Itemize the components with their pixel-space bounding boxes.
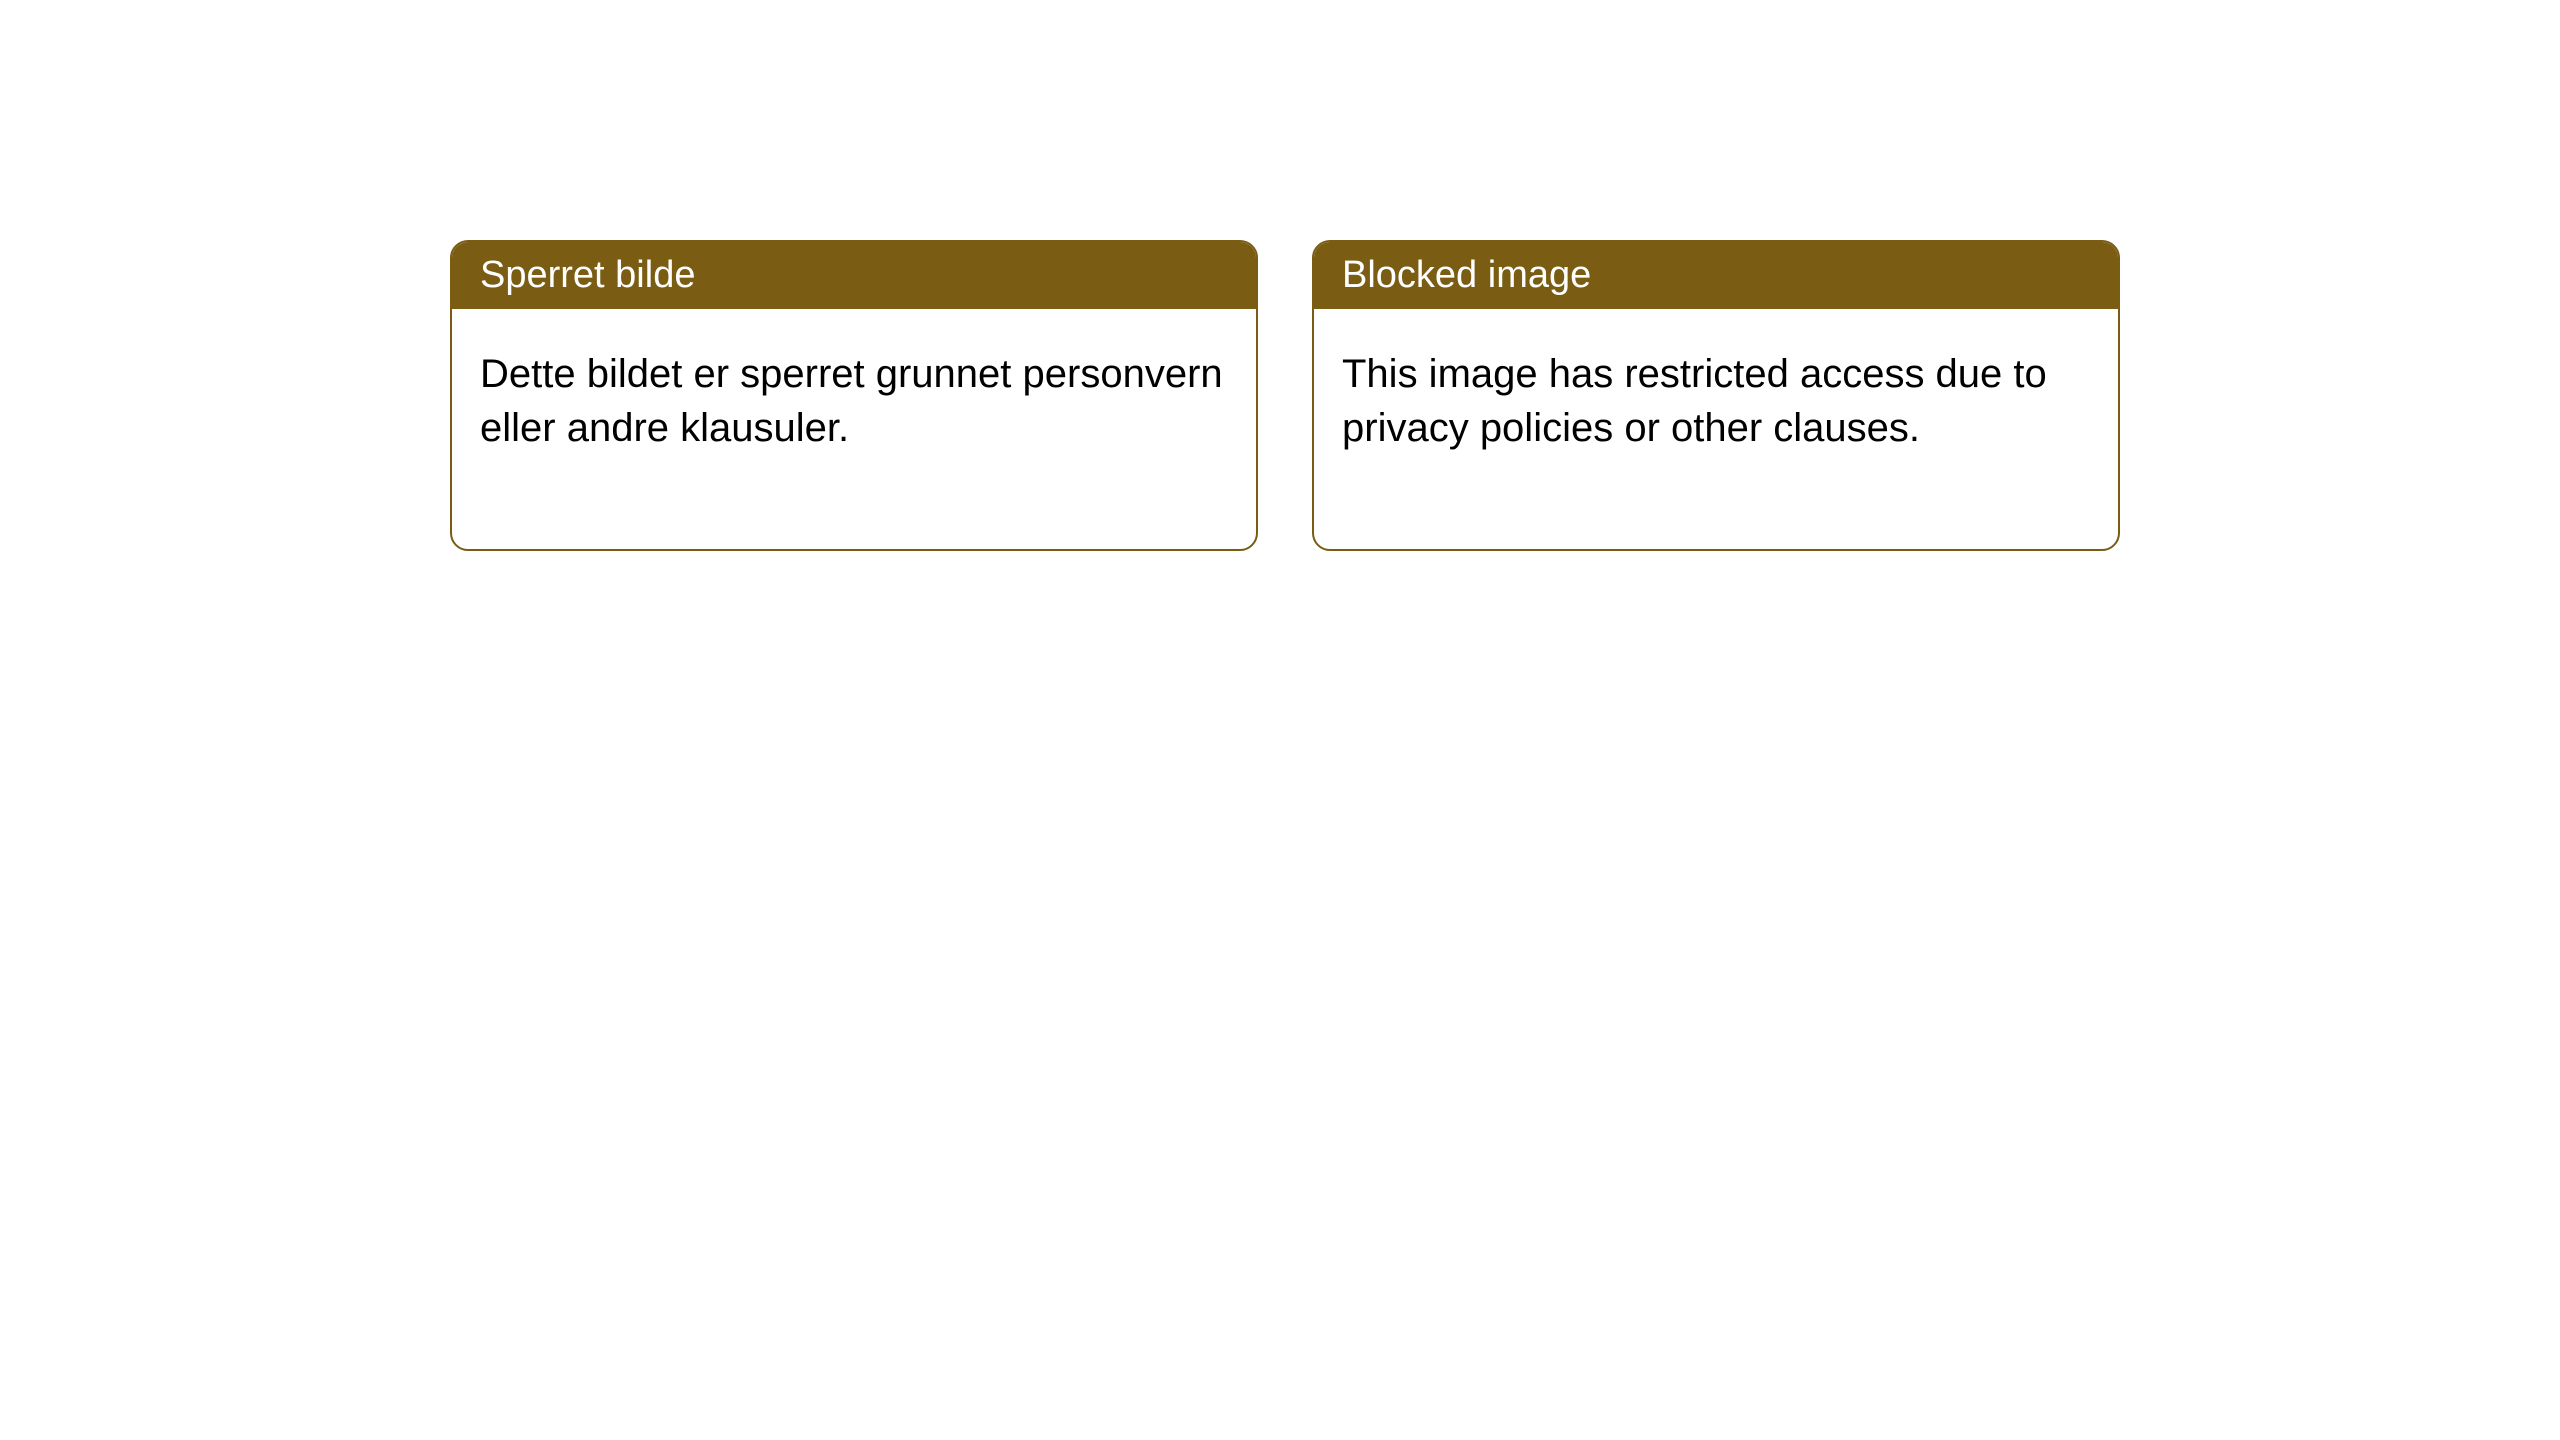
notice-card-body: This image has restricted access due to … [1314,309,2118,549]
notice-card-text: Dette bildet er sperret grunnet personve… [480,352,1223,450]
notice-card-title: Blocked image [1342,254,1591,296]
notice-card-header: Sperret bilde [452,242,1256,309]
notice-container: Sperret bilde Dette bildet er sperret gr… [0,0,2560,551]
notice-card-body: Dette bildet er sperret grunnet personve… [452,309,1256,549]
notice-card-header: Blocked image [1314,242,2118,309]
notice-card-english: Blocked image This image has restricted … [1312,240,2120,551]
notice-card-norwegian: Sperret bilde Dette bildet er sperret gr… [450,240,1258,551]
notice-card-text: This image has restricted access due to … [1342,352,2047,450]
notice-card-title: Sperret bilde [480,254,695,296]
